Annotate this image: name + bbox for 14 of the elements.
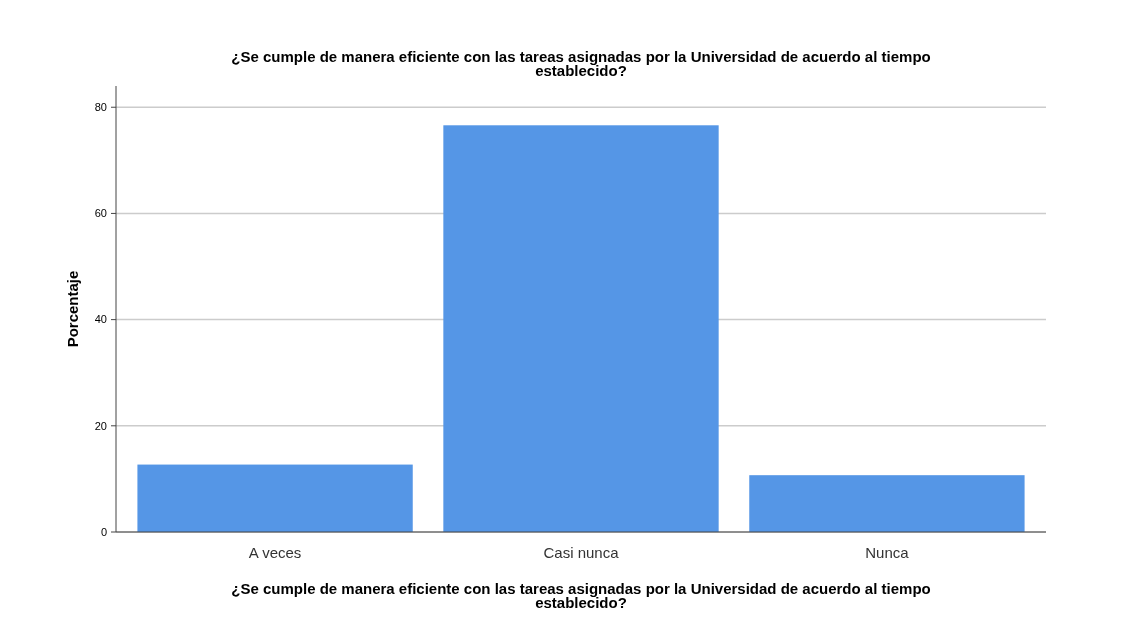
y-axis-title: Porcentaje: [64, 270, 81, 348]
x-tick-label: Casi nunca: [543, 544, 620, 561]
x-tick-label: Nunca: [865, 544, 910, 561]
chart-title: ¿Se cumple de manera eficiente con las tareas asignadas por la Universidad de acuerdo al tiempo establecido?: [231, 48, 931, 79]
bar: [749, 475, 1025, 532]
y-tick-label: 60: [94, 207, 107, 220]
y-tick-label: 80: [94, 101, 107, 114]
bar: [443, 125, 719, 532]
x-tick-label: A veces: [248, 544, 302, 561]
bar: [137, 464, 413, 532]
y-tick-label: 40: [94, 313, 107, 326]
y-tick-label: 20: [94, 419, 107, 432]
x-axis-title: ¿Se cumple de manera eficiente con las tareas asignadas por la Universidad de acuerdo al tiempo establecido?: [231, 580, 931, 611]
y-tick-label: 0: [100, 525, 107, 538]
